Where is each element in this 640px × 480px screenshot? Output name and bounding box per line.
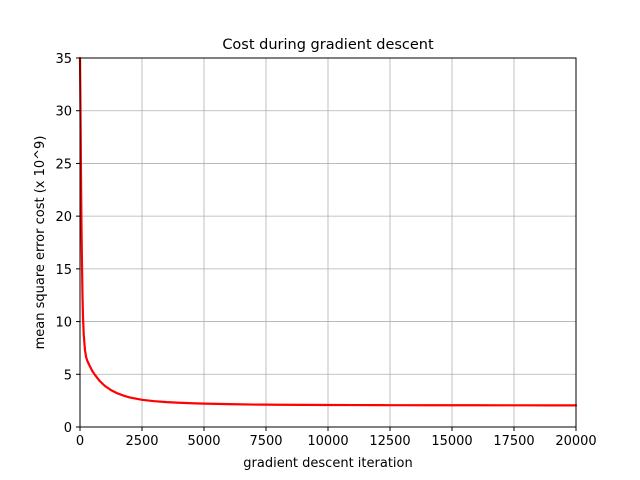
- y-tick-label: 5: [64, 368, 72, 383]
- x-tick-label: 5000: [187, 434, 220, 449]
- x-tick-label: 15000: [431, 434, 472, 449]
- x-tick-label: 10000: [307, 434, 348, 449]
- x-tick-label: 2500: [125, 434, 158, 449]
- chart-title: Cost during gradient descent: [222, 37, 434, 53]
- x-tick-label: 12500: [369, 434, 410, 449]
- y-tick-label: 15: [55, 263, 72, 278]
- x-axis-label: gradient descent iteration: [243, 456, 412, 471]
- cost-series-line: [78, 56, 578, 407]
- series-layer: [78, 56, 578, 407]
- x-tick-label: 20000: [555, 434, 596, 449]
- y-axis-label: mean square error cost (x 10^9): [33, 136, 48, 350]
- axis-ticks: 0 2500 5000 7500 10000 12500 15000 17500 20000 0 5…: [55, 52, 596, 449]
- y-tick-label: 10: [55, 316, 72, 331]
- x-tick-label: 17500: [493, 434, 534, 449]
- y-tick-label: 30: [55, 105, 72, 120]
- x-tick-label: 7500: [249, 434, 282, 449]
- y-tick-label: 20: [55, 210, 72, 225]
- y-tick-label: 25: [55, 157, 72, 172]
- y-tick-label: 35: [55, 52, 72, 67]
- x-tick-label: 0: [76, 434, 84, 449]
- y-tick-label: 0: [64, 421, 72, 436]
